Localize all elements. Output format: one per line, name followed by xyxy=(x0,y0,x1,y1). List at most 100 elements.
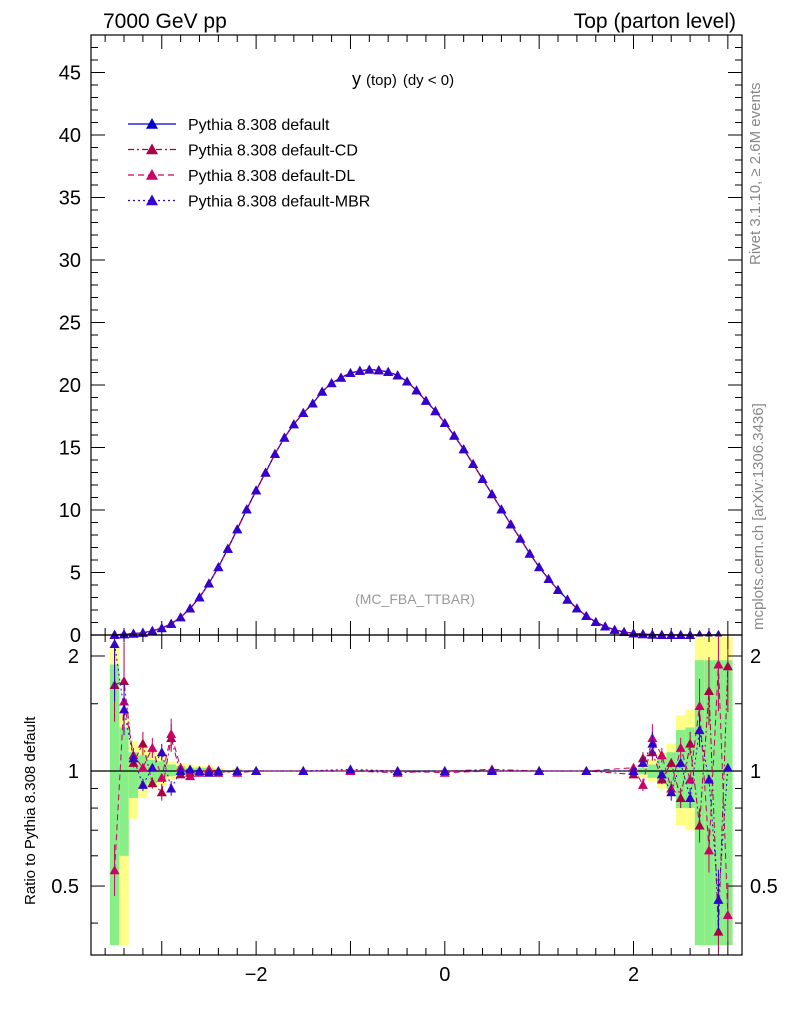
uncertainty-band-green xyxy=(723,660,733,946)
ratio-point xyxy=(685,774,696,784)
uncertainty-band-green xyxy=(685,727,695,809)
data-point xyxy=(600,621,611,631)
ratio-point xyxy=(185,764,196,774)
ratio-point xyxy=(166,783,177,793)
ratio-line xyxy=(114,666,729,932)
ratio-point xyxy=(703,845,714,855)
ratio-point xyxy=(156,787,167,797)
uncertainty-band-green xyxy=(138,755,148,789)
ratio-point xyxy=(392,766,403,776)
data-point xyxy=(619,627,630,636)
data-point xyxy=(486,489,497,499)
y-tick-label: 35 xyxy=(59,188,81,210)
data-point xyxy=(609,624,620,634)
legend-label: Pythia 8.308 default-MBR xyxy=(188,194,370,211)
ratio-point xyxy=(675,792,686,802)
data-point xyxy=(326,378,337,388)
ratio-tick-label-right: 0.5 xyxy=(750,876,778,898)
data-point xyxy=(656,629,667,639)
ratio-point xyxy=(156,772,167,782)
data-point xyxy=(468,459,479,468)
data-point xyxy=(534,562,545,572)
mcplots-label: mcplots.cern.ch [arXiv:1306.3436] xyxy=(750,403,767,630)
data-point xyxy=(269,448,280,458)
ratio-point xyxy=(666,787,677,797)
data-point xyxy=(402,376,413,386)
ratio-point xyxy=(722,762,733,772)
data-point xyxy=(307,398,318,408)
y-tick-label: 5 xyxy=(70,563,81,585)
legend-marker xyxy=(146,194,158,206)
ratio-point xyxy=(713,894,724,904)
x-tick-label: 2 xyxy=(628,964,639,986)
legend-label: Pythia 8.308 default-DL xyxy=(188,168,355,185)
data-point xyxy=(251,485,262,495)
data-point xyxy=(571,603,582,613)
legend-marker xyxy=(146,118,158,129)
ratio-point xyxy=(581,766,592,776)
data-point xyxy=(194,592,205,602)
ratio-point xyxy=(166,729,177,739)
y-tick-label: 25 xyxy=(59,313,81,335)
ratio-point xyxy=(637,757,648,767)
data-point xyxy=(637,629,648,639)
ratio-point xyxy=(666,757,677,767)
data-point xyxy=(119,629,130,639)
ratio-point xyxy=(647,738,658,748)
ratio-point xyxy=(685,738,696,748)
data-point xyxy=(241,504,252,514)
ratio-point xyxy=(675,742,686,752)
uncertainty-band-green xyxy=(694,660,705,946)
ratio-plot: 0.5 0.5 1 1 2 2 −2 0 2 xyxy=(51,635,778,986)
uncertainty-band-green xyxy=(675,730,686,809)
data-point xyxy=(581,611,592,620)
data-point xyxy=(420,395,431,405)
data-point xyxy=(345,368,356,377)
header-right: Top (parton level) xyxy=(574,10,736,33)
data-point xyxy=(392,370,403,380)
uncertainty-band-green xyxy=(109,664,120,946)
ratio-point xyxy=(137,779,148,789)
y-tick-label: 0 xyxy=(70,625,81,647)
ratio-point xyxy=(147,742,158,752)
ratio-tick-label: 0.5 xyxy=(51,876,79,898)
data-point xyxy=(647,629,658,639)
legend-label: Pythia 8.308 default-CD xyxy=(188,143,358,160)
observable-cond: (dy < 0) xyxy=(403,72,454,89)
ratio-point xyxy=(185,771,196,781)
ratio-point xyxy=(685,792,696,802)
y-tick-label: 40 xyxy=(59,125,81,147)
data-point xyxy=(439,418,450,427)
ratio-point xyxy=(298,766,309,776)
ratio-point xyxy=(703,774,714,784)
uncertainty-band-green xyxy=(166,764,176,777)
data-point xyxy=(109,629,120,639)
watermark: (MC_FBA_TTBAR) xyxy=(355,591,475,607)
ratio-point xyxy=(109,865,120,875)
ratio-point xyxy=(486,766,497,776)
ratio-point xyxy=(675,757,686,767)
ratio-point xyxy=(232,766,243,776)
ratio-point xyxy=(637,779,648,789)
ratio-tick-label-right: 2 xyxy=(750,646,761,668)
ratio-point xyxy=(713,926,724,936)
y-tick-label: 20 xyxy=(59,375,81,397)
y-tick-label: 10 xyxy=(59,500,81,522)
ratio-point xyxy=(628,766,639,776)
rivet-label: Rivet 3.1.10, ≥ 2.6M events xyxy=(747,83,764,266)
ratio-point xyxy=(147,762,158,772)
y-tick-label: 30 xyxy=(59,250,81,272)
ratio-point xyxy=(213,766,224,776)
data-point xyxy=(562,594,573,604)
ratio-point xyxy=(194,766,205,776)
data-point xyxy=(524,548,535,558)
legend-marker xyxy=(146,143,158,155)
ratio-point xyxy=(203,767,214,777)
data-point xyxy=(279,432,290,442)
data-point xyxy=(477,474,488,483)
legend-label: Pythia 8.308 default xyxy=(188,117,330,134)
ratio-point xyxy=(637,753,648,763)
ratio-point xyxy=(694,725,705,735)
main-plot: 0 5 10 15 20 25 30 35 40 45 xyxy=(59,35,742,647)
